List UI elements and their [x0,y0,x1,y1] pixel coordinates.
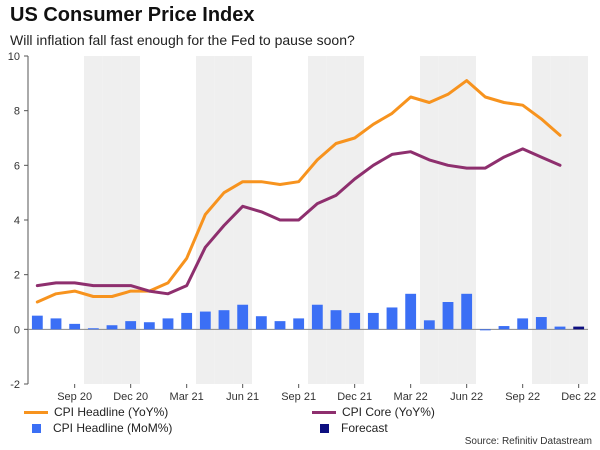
forecast-bar [573,326,585,330]
shaded-band [121,56,140,384]
mom-bar [69,323,81,330]
chart-subtitle: Will inflation fall fast enough for the … [10,32,355,48]
mom-bar [87,328,99,330]
x-tick-label: Mar 22 [394,391,428,403]
shaded-band [345,56,364,384]
legend-label-headline-yoy: CPI Headline (YoY%) [54,405,169,419]
mom-bar [554,326,566,330]
shaded-band [550,56,570,384]
shaded-band [569,56,588,384]
mom-bar [199,311,211,330]
mom-bar [330,310,342,330]
source-note: Source: Refinitiv Datastream [464,436,592,447]
mom-bar [423,320,435,330]
x-tick-label: Jun 22 [450,391,483,403]
shaded-band [532,56,551,384]
mom-bar [461,293,473,330]
legend-item-forecast: Forecast [312,421,388,435]
y-tick-label: 0 [14,324,20,336]
y-tick-label: -2 [10,379,20,391]
mom-bar [255,316,267,330]
mom-bar [31,315,43,330]
mom-bar [386,307,398,330]
shaded-band [214,56,234,384]
legend-item-core-yoy: CPI Core (YoY%) [312,405,435,419]
shaded-band [102,56,122,384]
mom-bar [498,326,510,330]
y-tick-label: 4 [14,215,20,227]
shaded-band [457,56,476,384]
x-tick-label: Jun 21 [226,391,259,403]
mom-bar [162,318,174,330]
shaded-band [196,56,215,384]
mom-bar [479,329,491,331]
mom-bar [293,318,305,330]
shaded-band [420,56,439,384]
legend-swatch-headline-mom [32,423,41,433]
x-tick-label: Dec 21 [337,391,372,403]
x-tick-label: Dec 20 [113,391,148,403]
y-tick-label: 2 [14,270,20,282]
mom-bar [274,321,286,330]
shaded-band [233,56,252,384]
mom-bar [50,318,62,330]
mom-bar [311,304,323,330]
x-tick-label: Sep 21 [281,391,316,403]
legend-swatch-headline-yoy [24,410,48,414]
mom-bar [535,317,547,330]
mom-bar [405,293,417,330]
legend-swatch-forecast [320,423,329,433]
legend-swatch-core-yoy [312,410,336,414]
mom-bar [517,318,529,330]
y-tick-label: 8 [14,106,20,118]
shaded-band [326,56,346,384]
legend-item-headline-yoy: CPI Headline (YoY%) [24,405,168,419]
x-tick-label: Sep 22 [505,391,540,403]
mom-bar [237,304,249,330]
mom-bar [367,312,379,330]
x-tick-label: Mar 21 [170,391,204,403]
shaded-band [84,56,103,384]
legend-item-headline-mom: CPI Headline (MoM%) [24,421,172,435]
x-tick-label: Sep 20 [57,391,92,403]
mom-bar [442,302,454,330]
legend-label-forecast: Forecast [341,421,388,435]
mom-bar [143,322,155,330]
headline-yoy-line [35,79,562,304]
mom-bar [106,325,118,330]
x-tick-label: Dec 22 [561,391,596,403]
mom-bar [218,310,230,330]
core-yoy-line [35,147,562,296]
legend-label-headline-mom: CPI Headline (MoM%) [53,421,173,435]
mom-bar [125,321,137,330]
shaded-band [438,56,458,384]
shaded-band [308,56,327,384]
legend-label-core-yoy: CPI Core (YoY%) [342,405,435,419]
y-tick-label: 6 [14,160,20,172]
mom-bar [181,312,193,330]
y-tick-label: 10 [8,51,20,63]
mom-bar [349,312,361,330]
chart-title: US Consumer Price Index [10,4,255,26]
